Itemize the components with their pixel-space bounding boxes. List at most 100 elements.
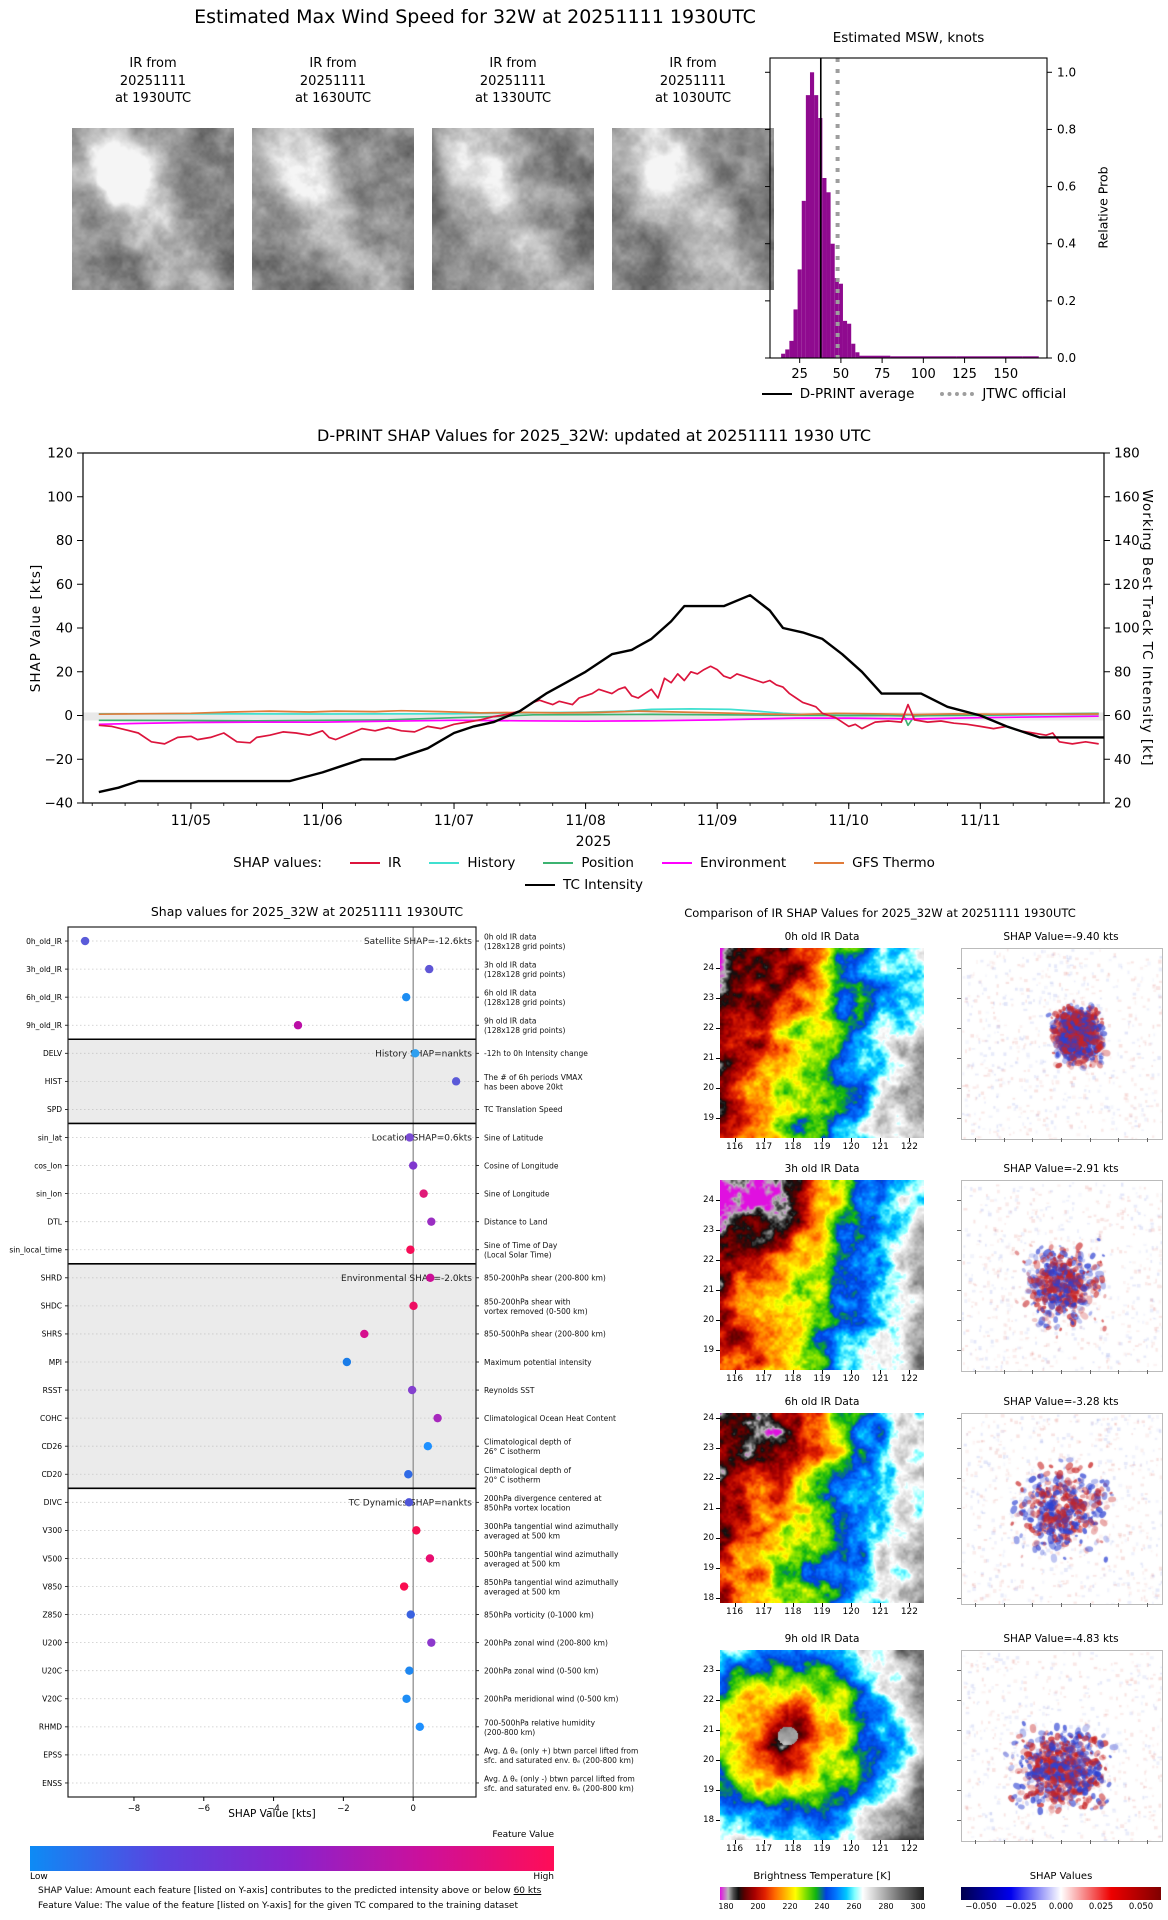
dotplot-title: Shap values for 2025_32W at 20251111 193… [150,904,464,919]
svg-text:-12h to 0h Intensity change: -12h to 0h Intensity change [484,1049,588,1058]
feature-value-colorbar [30,1846,554,1871]
map-tick [975,1840,977,1844]
map-tick: 280 [878,1902,894,1911]
svg-text:150: 150 [993,367,1018,382]
svg-text:History SHAP=nankts: History SHAP=nankts [375,1049,472,1059]
map-tick: 121 [871,1374,889,1384]
svg-text:Climatological depth of: Climatological depth of [484,1466,571,1475]
map-tick [1003,1840,1005,1844]
map-tick [1089,1840,1091,1844]
map-tick: 116 [725,1844,744,1854]
map-tick: 118 [784,1142,802,1152]
ir-thumb-label-1930: IR from 20251111 at 1930UTC [114,56,192,106]
svg-text:9h_old_IR: 9h_old_IR [26,1021,62,1030]
svg-text:11/11: 11/11 [960,813,1000,829]
map-tick: 120 [842,1374,860,1384]
svg-text:850-200hPa shear (200-800 km): 850-200hPa shear (200-800 km) [484,1274,606,1283]
svg-text:200hPa meridional wind (0-500: 200hPa meridional wind (0-500 km) [484,1695,618,1704]
map-tick: 121 [871,1607,889,1617]
map-tick [957,1088,961,1089]
map-tick: 24 [703,1195,714,1205]
svg-text:CD20: CD20 [41,1470,62,1479]
map-tick [880,1370,882,1374]
map-tick [851,1603,853,1607]
map-tick [1003,1138,1005,1142]
map-tick [957,1448,961,1449]
map-tick [880,1138,882,1142]
timeseries-ylabel-right: Working Best Track TC Intensity [kt] [1139,489,1155,767]
svg-text:Sine of Longitude: Sine of Longitude [484,1189,550,1198]
map-tick [957,1478,961,1479]
svg-text:11/05: 11/05 [171,813,211,829]
map-tick: 23 [703,1665,714,1675]
map-tick: 19 [703,1113,714,1123]
map-tick: 22 [703,1695,714,1705]
map-tick [763,1370,765,1374]
svg-text:850-500hPa shear (200-800 km): 850-500hPa shear (200-800 km) [484,1330,606,1339]
svg-text:11/09: 11/09 [697,813,737,829]
svg-text:(128x128 grid points): (128x128 grid points) [484,942,565,951]
page-title: Estimated Max Wind Speed for 32W at 2025… [194,6,756,28]
map-tick: 0.050 [1128,1902,1154,1912]
svg-text:(Local Solar Time): (Local Solar Time) [484,1251,552,1260]
map-tick: 21 [703,1503,714,1513]
svg-text:40: 40 [56,621,73,637]
svg-text:1.0: 1.0 [1057,65,1076,79]
svg-text:Distance to Land: Distance to Land [484,1217,548,1226]
map-tick [716,1260,720,1261]
legend-dprint-average: D-PRINT average [761,386,914,402]
svg-text:200hPa zonal wind (200-800 km): 200hPa zonal wind (200-800 km) [484,1638,608,1647]
svg-text:averaged at 500 km: averaged at 500 km [484,1559,560,1568]
map-tick: 19 [703,1785,714,1795]
svg-text:EPSS: EPSS [43,1751,62,1760]
map-tick: 120 [842,1142,860,1152]
environment-line-swatch [661,862,692,864]
timeseries-legend-row1: SHAP values: IR History Position Environ… [0,855,1168,871]
svg-text:26° C isotherm: 26° C isotherm [484,1447,540,1456]
svg-text:DTL: DTL [47,1217,62,1226]
map-tick [1032,1138,1034,1142]
map-tick [1089,1603,1091,1607]
svg-text:SPD: SPD [47,1105,62,1114]
map-tick: 24 [703,1413,714,1423]
svg-text:V20C: V20C [42,1695,62,1704]
map-tick: 117 [755,1374,773,1384]
map-tick: 200 [750,1902,766,1911]
map-tick [957,1760,961,1761]
svg-text:SHRD: SHRD [41,1274,63,1283]
map-tick [792,1370,794,1374]
map-tick [822,1840,823,1844]
legend-jtwc-official: JTWC official [940,386,1066,402]
map-tick: 20 [703,1083,714,1093]
svg-text:50: 50 [833,367,850,382]
map-tick: 118 [784,1844,802,1854]
svg-text:sin_lat: sin_lat [38,1133,62,1142]
map-tick [957,1670,961,1671]
map-tick [957,1820,961,1821]
svg-text:RHMD: RHMD [39,1723,62,1732]
svg-text:sin_local_time: sin_local_time [9,1246,62,1255]
map-tick: 22 [703,1023,714,1033]
colorbar-low-label: Low [30,1872,48,1882]
svg-text:100: 100 [1114,621,1140,637]
svg-text:6h_old_IR: 6h_old_IR [26,993,62,1002]
svg-text:200hPa divergence centered at: 200hPa divergence centered at [484,1494,602,1503]
svg-text:−8: −8 [128,1804,141,1814]
svg-text:850hPa vorticity (0-1000 km): 850hPa vorticity (0-1000 km) [484,1610,594,1619]
shap-map-9h [961,1650,1163,1842]
svg-text:Satellite SHAP=-12.6kts: Satellite SHAP=-12.6kts [364,937,472,947]
svg-text:Climatological depth of: Climatological depth of [484,1438,571,1447]
svg-text:Location SHAP=0.6kts: Location SHAP=0.6kts [372,1133,473,1143]
map-tick: 19 [703,1563,714,1573]
dprint-average-line-swatch [761,393,792,395]
map-tick: 119 [813,1607,831,1617]
ir-thumb-label-1630: IR from 20251111 at 1630UTC [294,56,372,106]
map-tick: 22 [703,1255,714,1265]
map-tick: 24 [703,963,714,973]
map-tick [957,1700,961,1701]
map-tick: 119 [813,1374,831,1384]
svg-text:3h_old_IR: 3h_old_IR [26,965,62,974]
bt-colorbar [720,1887,924,1900]
map-tick: 21 [703,1053,714,1063]
ir-map-title-0h: 0h old IR Data [784,931,860,943]
